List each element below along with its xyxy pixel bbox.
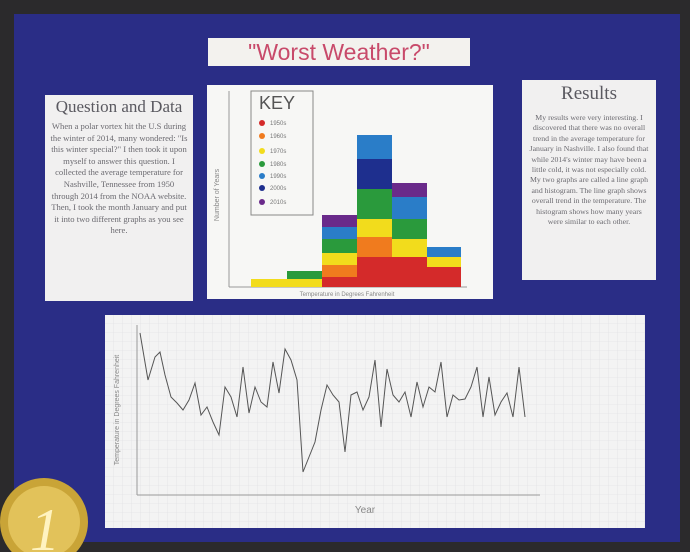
- key-label: 1990s: [270, 174, 286, 180]
- question-box: Question and Data When a polar vortex hi…: [45, 95, 193, 301]
- page: "Worst Weather?" Question and Data When …: [0, 0, 690, 552]
- line-graph-paper: Temperature in Degrees Fahrenheit Year: [105, 315, 645, 528]
- key-label: 2010s: [270, 200, 286, 206]
- title: "Worst Weather?": [208, 38, 470, 66]
- key-label: 1970s: [270, 149, 286, 155]
- results-heading: Results: [528, 83, 650, 105]
- medal-label: 1: [30, 497, 60, 552]
- key-title: KEY: [259, 93, 295, 113]
- question-heading: Question and Data: [50, 97, 188, 117]
- key-label: 1950s: [270, 121, 286, 127]
- line-graph-x-label: Year: [355, 505, 376, 516]
- line-graph-y-label: Temperature in Degrees Fahrenheit: [114, 355, 121, 466]
- question-text: When a polar vortex hit the U.S during t…: [50, 121, 188, 237]
- histogram-x-label: Temperature in Degrees Fahrenheit: [300, 292, 395, 298]
- results-box: Results My results were very interesting…: [522, 80, 656, 280]
- key-label: 1960s: [270, 134, 286, 140]
- histogram-y-label: Number of Years: [214, 168, 221, 221]
- histogram-paper: KEY 1950s 1960s 1970s 1980s 1990s 2000s …: [207, 85, 493, 299]
- title-strip: "Worst Weather?": [208, 38, 470, 66]
- key-label: 1980s: [270, 162, 286, 168]
- medal: 1: [0, 462, 92, 552]
- results-text: My results were very interesting. I disc…: [528, 113, 650, 227]
- key-label: 2000s: [270, 186, 286, 192]
